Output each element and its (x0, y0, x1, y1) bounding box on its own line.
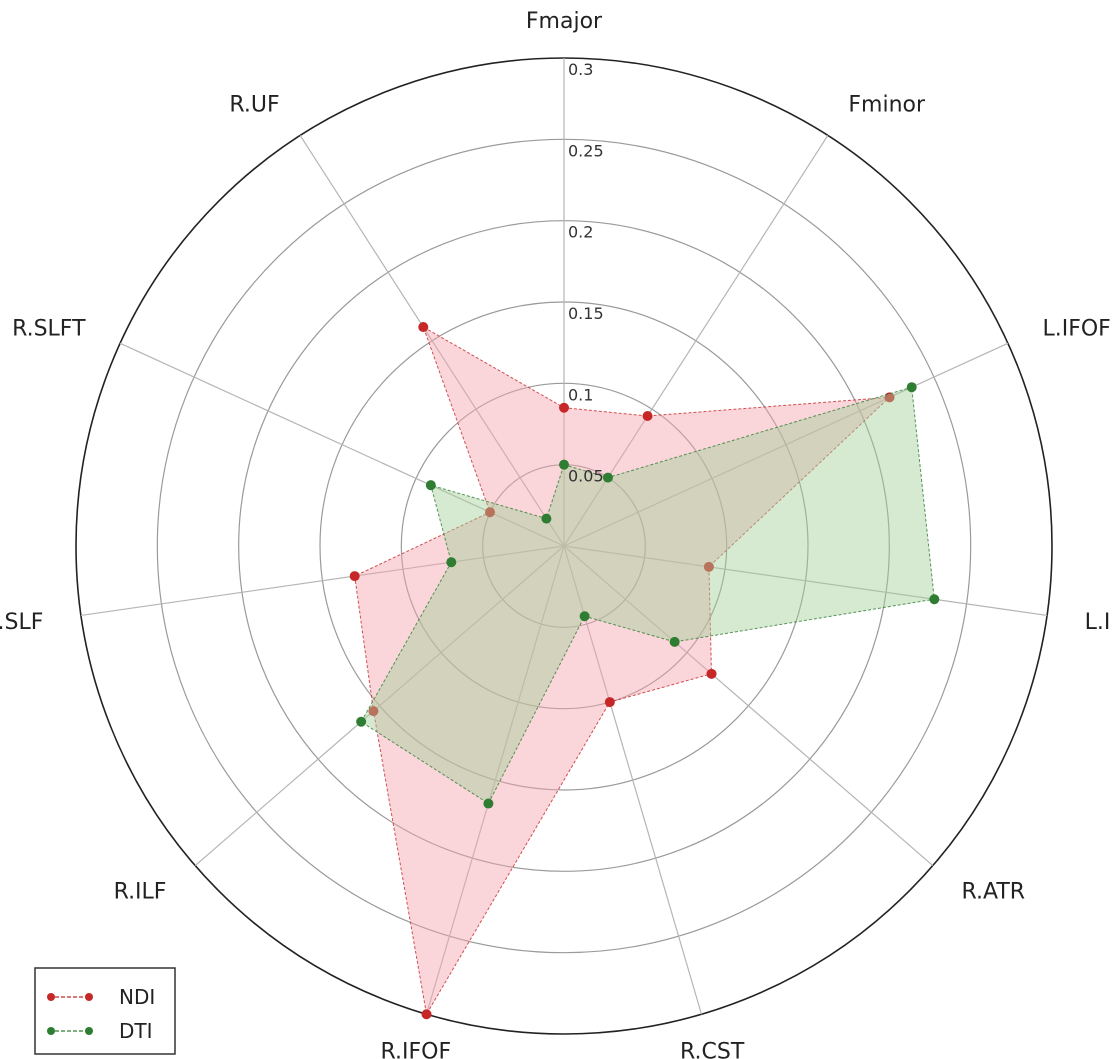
grid-layer (75, 57, 1053, 1035)
point-dti-fminor (602, 472, 613, 483)
point-ndi-r-atr (706, 668, 717, 679)
legend-ndi-label: NDI (119, 985, 155, 1009)
series-layer (349, 322, 940, 1020)
axis-label-r-uf: R.UF (229, 93, 279, 118)
series-ndi (349, 322, 895, 1020)
axis-label-r-slft: R.SLFT (12, 316, 86, 341)
tick-label: 0.1 (568, 385, 593, 404)
legend: NDI DTI (34, 967, 176, 1055)
spoke-l-ilf (563, 545, 1048, 617)
point-ndi-fminor (642, 410, 653, 421)
legend-dti-label: DTI (119, 1019, 153, 1043)
axis-label-r-ilf: R.ILF (114, 879, 167, 904)
point-dti-fmajor (559, 459, 569, 470)
point-ndi-r-slft (485, 507, 496, 518)
point-dti-l-ilf (929, 594, 940, 605)
tick-label: 0.25 (568, 141, 604, 160)
legend-dti-marker (47, 1027, 55, 1035)
point-dti-l-ifof (906, 382, 917, 393)
spoke-r-ilf (194, 545, 565, 867)
series-dti (356, 382, 940, 809)
axis-label-r-slf: R.SLF (0, 610, 43, 635)
label-layer: 0.05 0.1 0.15 0.2 0.25 0.3 Fmajor Fminor L.IFOF L… (0, 9, 1112, 1059)
series-area-dti (361, 387, 935, 804)
tick-label: 0.05 (568, 467, 604, 486)
tick-label: 0.2 (568, 223, 593, 242)
axis-label-l-ifof: L.IFOF (1042, 316, 1110, 341)
point-dti-r-cst (579, 611, 590, 622)
point-ndi-fmajor (559, 402, 569, 413)
point-dti-r-ilf (356, 716, 367, 727)
point-ndi-r-cst (604, 697, 615, 708)
point-ndi-r-ilf (368, 706, 379, 717)
legend-item-ndi: NDI (47, 985, 155, 1009)
axis-label-fminor: Fminor (848, 93, 926, 118)
axis-label-fmajor: Fmajor (526, 9, 603, 34)
point-dti-r-slf (446, 557, 457, 568)
series-line-dti (360, 386, 935, 805)
point-dti-r-atr (669, 636, 680, 647)
point-ndi-l-ilf (703, 561, 714, 572)
series-area-ndi (354, 327, 890, 1015)
point-ndi-r-uf (418, 322, 429, 333)
spoke-r-cst (563, 545, 703, 1015)
spoke-r-atr (563, 545, 934, 867)
legend-ndi-marker (47, 993, 55, 1001)
tick-label: 0.15 (568, 304, 604, 323)
series-line-ndi (354, 325, 891, 1016)
spoke-r-slf (80, 545, 565, 617)
point-dti-r-slft (425, 480, 436, 491)
spoke-r-uf (299, 135, 565, 547)
point-ndi-r-slf (349, 571, 360, 582)
legend-box (34, 967, 176, 1055)
spoke-l-ifof (563, 342, 1009, 547)
spoke-r-ifof (425, 545, 565, 1015)
point-ndi-r-ifof (421, 1009, 432, 1020)
legend-item-dti: DTI (47, 1019, 153, 1043)
tick-label: 0.3 (568, 60, 593, 79)
legend-ndi-marker (85, 993, 93, 1001)
axis-label-r-cst: R.CST (680, 1040, 745, 1059)
axis-label-l-ilf: L.ILF (1085, 610, 1112, 635)
point-dti-r-uf (541, 513, 552, 524)
point-dti-r-ifof (483, 798, 494, 809)
axis-label-r-atr: R.ATR (962, 879, 1026, 904)
legend-dti-marker (85, 1027, 93, 1035)
axis-label-r-ifof: R.IFOF (381, 1040, 452, 1059)
